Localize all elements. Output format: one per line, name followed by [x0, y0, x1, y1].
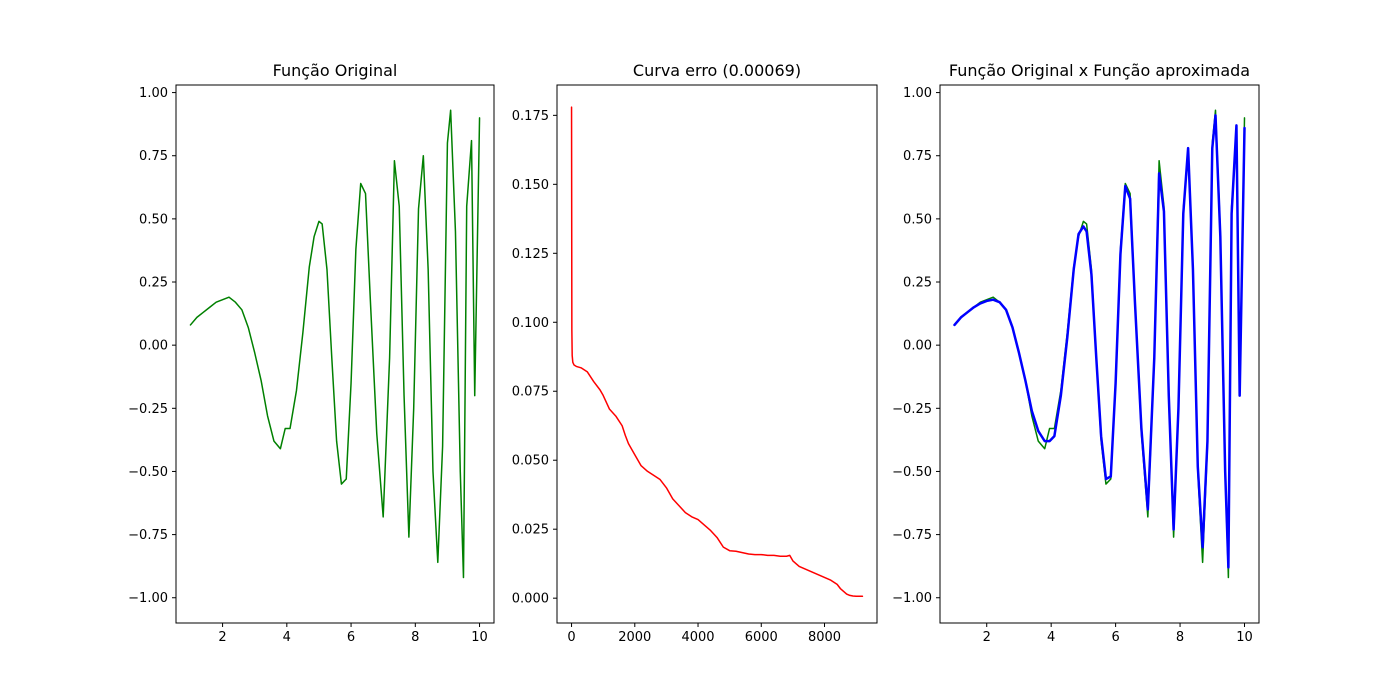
series-group — [570, 106, 864, 597]
chart-title-funcao-original-x-aproximada: Função Original x Função aproximada — [949, 61, 1250, 80]
series-line-0 — [189, 109, 481, 579]
panel-curva-erro: 0 2000 4000 6000 8000 0.175 0.150 0.125 0.100 0.0… — [512, 61, 878, 645]
plot-area — [557, 85, 877, 623]
x-tick-label: 6 — [347, 630, 355, 645]
x-tick-label: 2000 — [618, 630, 651, 645]
series-line-1 — [953, 114, 1246, 569]
plot-area — [176, 85, 494, 623]
y-tick-label: −0.75 — [128, 528, 168, 543]
y-tick-label: 0.50 — [903, 212, 932, 227]
axes-frame — [175, 84, 495, 624]
x-tick-label: 4 — [283, 630, 291, 645]
y-tick-label: 0.50 — [139, 212, 168, 227]
y-tick-label: −0.50 — [128, 465, 168, 480]
y-tick-label: 0.100 — [512, 316, 549, 331]
y-tick-label: −0.50 — [892, 465, 932, 480]
x-tick-label: 0 — [567, 630, 575, 645]
series-line-0 — [570, 106, 864, 597]
x-tick-label: 8 — [411, 630, 419, 645]
x-tick-label: 4 — [1047, 630, 1055, 645]
y-tick-label: 0.000 — [512, 592, 549, 607]
x-tick-label: 10 — [471, 630, 488, 645]
x-tick-label: 2 — [218, 630, 226, 645]
y-tick-label: 0.25 — [139, 276, 168, 291]
x-tick-label: 4000 — [681, 630, 714, 645]
y-tick-label: −0.75 — [892, 528, 932, 543]
y-tick-label: 0.025 — [512, 523, 549, 538]
y-tick-label: 0.075 — [512, 385, 549, 400]
y-tick-label: −0.25 — [892, 402, 932, 417]
x-tick-label: 6 — [1111, 630, 1119, 645]
y-tick-label: −0.25 — [128, 402, 168, 417]
y-tick-label: 1.00 — [903, 86, 932, 101]
y-tick-label: 1.00 — [139, 86, 168, 101]
plot-area — [940, 85, 1259, 623]
y-tick-label: 0.050 — [512, 454, 549, 469]
series-group — [189, 109, 481, 579]
x-tick-label: 8000 — [808, 630, 841, 645]
x-tick-label: 10 — [1236, 630, 1253, 645]
axes-frame — [556, 84, 878, 624]
y-tick-label: 0.75 — [903, 149, 932, 164]
x-tick-label: 2 — [983, 630, 991, 645]
panel-funcao-original: 2 4 6 8 10 1.00 0.75 0.50 0.25 0.00 −0.25 −0.50 −0.7… — [128, 61, 495, 645]
series-group — [953, 109, 1246, 579]
x-tick-label: 6000 — [745, 630, 778, 645]
y-tick-label: 0.00 — [903, 339, 932, 354]
chart-title-funcao-original: Função Original — [273, 61, 398, 80]
y-tick-label: 0.75 — [139, 149, 168, 164]
y-tick-label: 0.175 — [512, 109, 549, 124]
y-tick-label: 0.00 — [139, 339, 168, 354]
y-tick-label: −1.00 — [128, 591, 168, 606]
x-tick-label: 8 — [1176, 630, 1184, 645]
y-tick-label: 0.25 — [903, 276, 932, 291]
y-tick-label: −1.00 — [892, 591, 932, 606]
chart-title-curva-erro: Curva erro (0.00069) — [633, 61, 801, 80]
axes-frame — [939, 84, 1260, 624]
panel-funcao-original-x-aproximada: 2 4 6 8 10 1.00 0.75 0.50 0.25 0.00 −0.25 −0.50 −0.7… — [892, 61, 1260, 645]
y-tick-label: 0.150 — [512, 178, 549, 193]
y-tick-label: 0.125 — [512, 247, 549, 262]
